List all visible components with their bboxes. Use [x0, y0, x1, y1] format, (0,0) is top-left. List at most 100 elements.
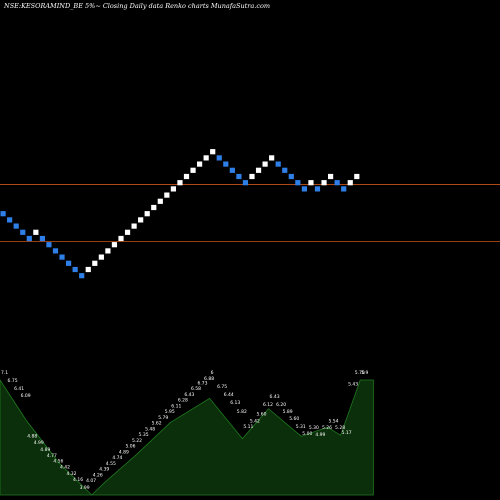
volume-value-label: 5.26 — [322, 425, 332, 431]
volume-value-label: 5.42 — [250, 418, 260, 424]
renko-brick-up — [131, 223, 137, 229]
renko-brick-down — [39, 235, 45, 242]
volume-value-label: 6.12 — [263, 402, 273, 408]
volume-value-label: 5.95 — [165, 409, 175, 415]
volume-value-label: 6.13 — [230, 400, 240, 406]
volume-value-label: 5.06 — [125, 444, 135, 450]
renko-brick-down — [26, 235, 32, 242]
renko-brick-down — [79, 273, 85, 279]
renko-brick-up — [308, 180, 314, 186]
renko-brick-down — [229, 167, 235, 173]
renko-brick-down — [295, 180, 301, 186]
volume-value-label: 6.09 — [21, 393, 31, 399]
volume-value-label: 4.26 — [93, 472, 103, 478]
renko-brick-up — [321, 180, 327, 186]
renko-brick-down — [46, 242, 52, 248]
volume-value-label: 6.88 — [204, 376, 214, 382]
renko-brick-up — [118, 235, 124, 242]
renko-brick-down — [72, 266, 78, 273]
renko-brick-down — [7, 217, 13, 223]
renko-brick-down — [314, 186, 321, 192]
renko-brick-up — [111, 242, 118, 248]
renko-brick-down — [288, 173, 294, 180]
renko-brick-down — [216, 155, 222, 161]
volume-value-label: 6.75 — [217, 384, 227, 390]
renko-brick-down — [236, 173, 242, 180]
renko-brick-up — [269, 155, 275, 161]
volume-value-label: 5.79 — [158, 415, 168, 421]
volume-value-label: 6.44 — [224, 392, 234, 398]
renko-brick-down — [282, 167, 288, 173]
volume-value-label: 4.39 — [99, 467, 109, 473]
renko-brick-up — [347, 180, 353, 186]
renko-brick-down — [334, 180, 340, 186]
renko-brick-down — [52, 248, 59, 254]
renko-brick-down — [341, 186, 347, 192]
volume-value-label: 5.48 — [145, 426, 155, 432]
volume-value-label: 6.20 — [276, 402, 286, 408]
volume-value-label: 4.07 — [86, 478, 96, 484]
volume-value-label: 4.56 — [53, 459, 63, 465]
renko-brick-up — [105, 248, 111, 254]
volume-value-label: 7.1 — [1, 370, 8, 376]
volume-value-label: 5.82 — [237, 409, 247, 415]
volume-value-label: 4.32 — [67, 471, 77, 477]
volume-value-label: 5.70 — [355, 370, 365, 376]
renko-brick-up — [210, 149, 216, 155]
renko-brick-up — [249, 173, 255, 180]
renko-brick-up — [255, 167, 262, 173]
renko-brick-up — [328, 173, 334, 180]
volume-value-label: 4.74 — [112, 455, 122, 461]
renko-brick-down — [20, 229, 26, 235]
volume-value-label: 6.73 — [198, 380, 208, 386]
volume-value-label: 5.9 — [361, 370, 368, 376]
volume-value-label: 5.28 — [335, 425, 345, 431]
renko-brick-up — [203, 155, 209, 161]
renko-brick-up — [157, 198, 163, 204]
volume-value-label: 5.60 — [289, 416, 299, 422]
volume-value-label: 5.54 — [329, 418, 339, 424]
renko-brick-up — [183, 173, 190, 180]
renko-brick-up — [177, 180, 183, 186]
renko-brick-down — [13, 223, 19, 229]
chart-title: NSE:KESORAMIND_BE 5%~ Closing Daily data… — [3, 2, 270, 10]
volume-area-path — [0, 379, 374, 496]
renko-brick-up — [85, 266, 91, 273]
volume-value-label: 5.30 — [309, 425, 319, 431]
volume-value-label: 3.99 — [80, 485, 90, 491]
volume-value-label: 4.89 — [40, 447, 50, 453]
renko-brick-down — [223, 161, 229, 167]
volume-value-label: 6.41 — [14, 386, 24, 392]
renko-brick-up — [138, 217, 144, 223]
volume-value-label: 5.00 — [302, 431, 312, 437]
renko-bricks — [0, 149, 360, 279]
volume-value-label: 6.28 — [178, 398, 188, 404]
volume-value-label: 6.43 — [184, 392, 194, 398]
renko-brick-down — [66, 260, 72, 266]
volume-value-label: 5.31 — [296, 424, 306, 430]
volume-value-label: 6.58 — [191, 386, 201, 392]
renko-brick-up — [92, 260, 98, 266]
renko-brick-up — [354, 173, 360, 180]
volume-value-label: 4.99 — [315, 432, 325, 438]
volume-value-labels: 7.16.756.416.094.884.994.894.774.564.424… — [1, 370, 369, 491]
volume-value-label: 6.11 — [171, 403, 181, 409]
volume-value-label: 4.55 — [106, 461, 116, 467]
volume-area — [0, 379, 374, 496]
renko-brick-down — [242, 180, 249, 186]
volume-value-label: 6 — [211, 370, 214, 376]
volume-value-label: 4.16 — [73, 477, 83, 483]
renko-brick-up — [151, 204, 157, 211]
renko-brick-down — [275, 161, 281, 167]
renko-brick-up — [124, 229, 131, 235]
volume-value-label: 5.62 — [152, 421, 162, 427]
volume-value-label: 5.35 — [139, 432, 149, 438]
volume-value-label: 5.11 — [243, 424, 253, 430]
renko-brick-down — [301, 186, 307, 192]
renko-brick-down — [0, 211, 6, 217]
renko-brick-down — [59, 254, 65, 260]
renko-brick-up — [170, 186, 176, 192]
renko-brick-up — [190, 167, 196, 173]
renko-brick-up — [33, 229, 39, 235]
